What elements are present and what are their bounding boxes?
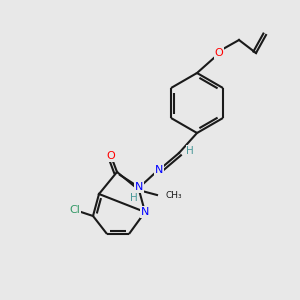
Text: Cl: Cl	[70, 205, 80, 215]
Text: H: H	[186, 146, 194, 156]
Text: N: N	[141, 207, 149, 217]
Text: O: O	[106, 151, 116, 161]
Text: H: H	[130, 193, 138, 203]
Text: N: N	[135, 182, 143, 192]
Text: CH₃: CH₃	[165, 190, 181, 200]
Text: O: O	[214, 48, 224, 58]
Text: N: N	[155, 165, 163, 175]
